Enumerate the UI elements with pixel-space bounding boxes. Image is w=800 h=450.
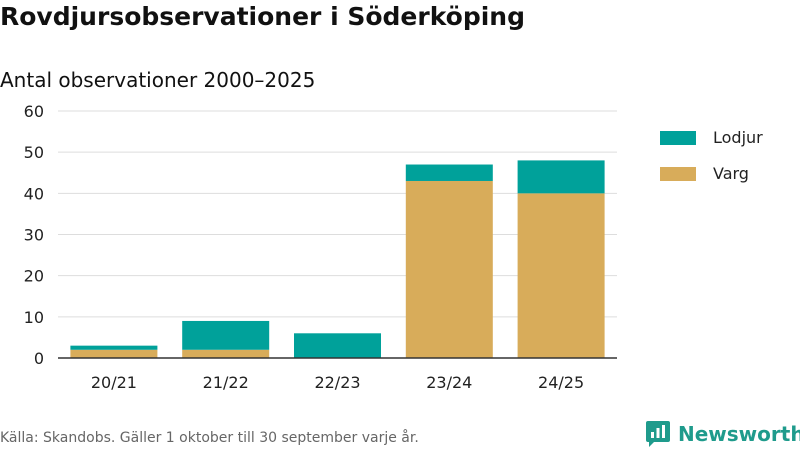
y-tick-label-30: 30 [24,226,44,245]
x-tick-label-24-25: 24/25 [538,373,584,392]
x-tick-label-23-24: 23/24 [426,373,472,392]
chart-title: Rovdjursobservationer i Söderköping [0,2,525,31]
y-tick-label-50: 50 [24,143,44,162]
bar-lodjur-21-22 [182,320,270,350]
y-tick-label-10: 10 [24,308,44,327]
legend-item-lodjur: Lodjur [660,128,763,147]
y-tick-label-0: 0 [34,349,44,368]
brand-logo: Newsworthy [645,420,800,448]
chart-subtitle: Antal observationer 2000–2025 [0,68,316,92]
legend-swatch-lodjur [660,130,696,145]
legend: Lodjur Varg [660,128,763,200]
bars [70,160,605,358]
x-tick-label-22-23: 22/23 [314,373,360,392]
y-tick-label-20: 20 [24,267,44,286]
y-tick-label-60: 60 [24,102,44,121]
bar-varg-24-25 [517,193,605,358]
bar-varg-20-21 [70,349,158,358]
x-tick-label-21-22: 21/22 [203,373,249,392]
bar-lodjur-24-25 [517,160,605,194]
bar-varg-23-24 [405,180,493,358]
legend-label-varg: Varg [713,164,749,183]
legend-swatch-varg [660,166,696,181]
source-note: Källa: Skandobs. Gäller 1 oktober till 3… [0,430,419,446]
y-tick-label-40: 40 [24,184,44,203]
legend-item-varg: Varg [660,164,763,183]
legend-label-lodjur: Lodjur [713,128,763,147]
bar-lodjur-23-24 [405,164,493,181]
bar-lodjur-22-23 [294,333,381,358]
brand-name: Newsworthy [678,422,800,446]
bar-varg-21-22 [182,349,270,358]
x-axis-tick-labels: 20/21 21/22 22/23 23/24 24/25 [91,373,584,392]
bar-lodjur-20-21 [70,345,158,350]
x-tick-label-20-21: 20/21 [91,373,137,392]
newsworthy-logo-icon [646,421,670,447]
y-axis-tick-labels: 0 10 20 30 40 50 60 [24,102,44,368]
